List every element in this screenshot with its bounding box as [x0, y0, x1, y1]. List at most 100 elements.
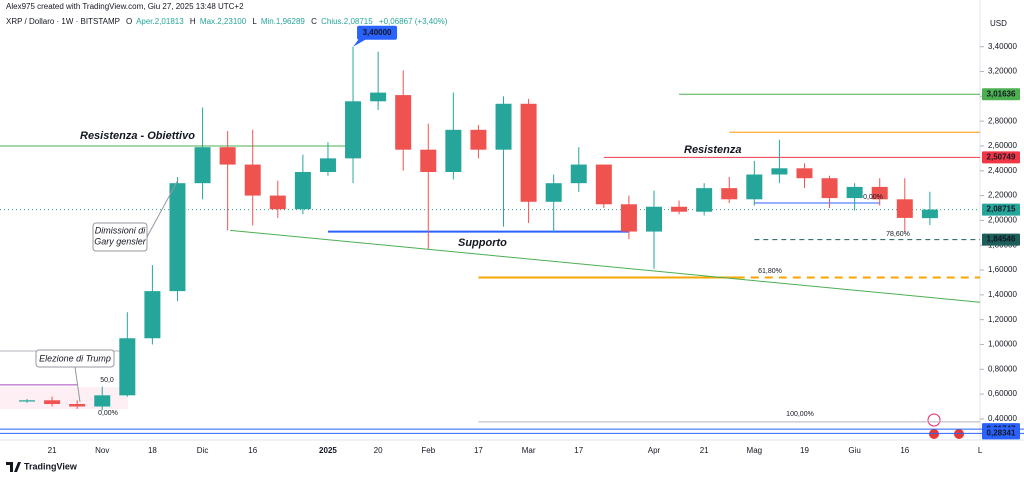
x-tick-label: Dic	[197, 446, 209, 455]
candle-body	[395, 95, 412, 150]
annotation-pointer	[146, 179, 179, 238]
annotation: Supporto	[458, 237, 507, 249]
candle-body	[69, 404, 86, 407]
candle-body	[595, 164, 612, 205]
y-tick-label: 1,00000	[988, 340, 1017, 349]
price-label-box	[982, 203, 1020, 216]
event-icons	[927, 413, 964, 439]
y-tick-label: 0,40000	[988, 414, 1017, 423]
candle-body	[545, 183, 562, 202]
candle	[721, 176, 738, 204]
candle	[19, 399, 35, 403]
candle	[69, 400, 86, 409]
y-tick-label: 1,40000	[988, 290, 1017, 299]
x-tick-label: 18	[148, 446, 157, 455]
candle-body	[194, 147, 211, 184]
candle-body	[846, 186, 863, 199]
candle-body	[896, 199, 913, 218]
candle	[620, 195, 637, 240]
price-label-box	[982, 88, 1020, 101]
price-label: 2,50749	[987, 153, 1016, 162]
candle-body	[721, 188, 738, 200]
y-tick-label: 2,80000	[988, 116, 1017, 125]
candle	[771, 139, 788, 184]
brand-icon	[6, 462, 21, 472]
x-tick-label: Giu	[848, 446, 860, 455]
annotation-pointer	[74, 366, 81, 403]
y-tick-label: 3,20000	[988, 67, 1017, 76]
candle-body	[244, 164, 261, 196]
candle-body	[671, 206, 688, 212]
candle-body	[370, 92, 387, 102]
candle-body	[269, 195, 286, 210]
y-tick-label: 0,60000	[988, 389, 1017, 398]
candle	[345, 46, 362, 184]
candle-body	[294, 172, 311, 210]
candle-body	[119, 338, 136, 396]
x-tick-label: 17	[574, 446, 583, 455]
candle-body	[44, 400, 61, 405]
annotation: Dimissioni di	[95, 225, 147, 235]
h-key: H	[190, 17, 196, 26]
price-label: 3,01636	[987, 89, 1016, 98]
event-icon	[927, 413, 941, 427]
candle	[169, 176, 186, 302]
symbol-legend: XRP / Dollaro · 1W · BITSTAMP O Aper.2,0…	[6, 17, 448, 26]
x-tick-label: 21	[48, 446, 57, 455]
price-label: 0,28341	[987, 428, 1016, 437]
y-tick-label: 0,80000	[988, 364, 1017, 373]
candle	[746, 160, 763, 206]
event-icon	[954, 429, 964, 439]
c-key: C	[311, 17, 317, 26]
candle	[294, 154, 311, 215]
candle	[520, 98, 537, 223]
h-value: Max.2,23100	[200, 17, 247, 26]
candle	[144, 265, 161, 345]
candle	[119, 312, 136, 397]
x-tick-label: 2025	[319, 446, 337, 455]
x-tick-label: 21	[700, 446, 709, 455]
candle-body	[771, 168, 788, 175]
candle	[395, 70, 412, 171]
y-tick-label: 3,40000	[988, 42, 1017, 51]
brand-logo: TradingView	[6, 461, 78, 472]
candle	[896, 178, 913, 232]
candle-body	[219, 147, 236, 165]
candle-body	[169, 183, 186, 292]
candle	[696, 183, 713, 216]
x-tick-label: 19	[800, 446, 809, 455]
candle	[796, 163, 813, 189]
callout-box	[357, 25, 398, 40]
currency: USD	[990, 19, 1007, 28]
candle	[219, 131, 236, 231]
annotation: Gary gensler	[94, 236, 147, 246]
x-tick-label: 16	[900, 446, 909, 455]
y-tick-label: 2,40000	[988, 166, 1017, 175]
y-tick-label: 1,60000	[988, 265, 1017, 274]
candle	[244, 129, 261, 226]
candle	[44, 396, 61, 407]
x-tick-label: Feb	[421, 446, 435, 455]
callout-label: 3,40000	[363, 28, 392, 37]
price-label-box	[982, 151, 1020, 164]
candle-body	[94, 395, 111, 407]
candle	[646, 190, 662, 269]
o-key: O	[126, 17, 132, 26]
candle-body	[746, 174, 763, 200]
annotation: Resistenza - Obiettivo	[80, 130, 195, 142]
brand: TradingView	[24, 461, 78, 471]
fib-label: 61,80%	[758, 268, 782, 275]
x-tick-label: L	[978, 446, 983, 455]
candle	[821, 175, 838, 208]
trendline	[230, 229, 981, 303]
x-tick-label: 17	[474, 446, 483, 455]
price-label-box	[982, 427, 1020, 440]
y-tick-label: 2,20000	[988, 191, 1017, 200]
candle	[495, 96, 512, 227]
candle	[445, 92, 462, 180]
candle-body	[445, 129, 462, 173]
candle-body	[420, 149, 437, 173]
candle	[194, 107, 211, 200]
candle-body	[921, 209, 938, 219]
